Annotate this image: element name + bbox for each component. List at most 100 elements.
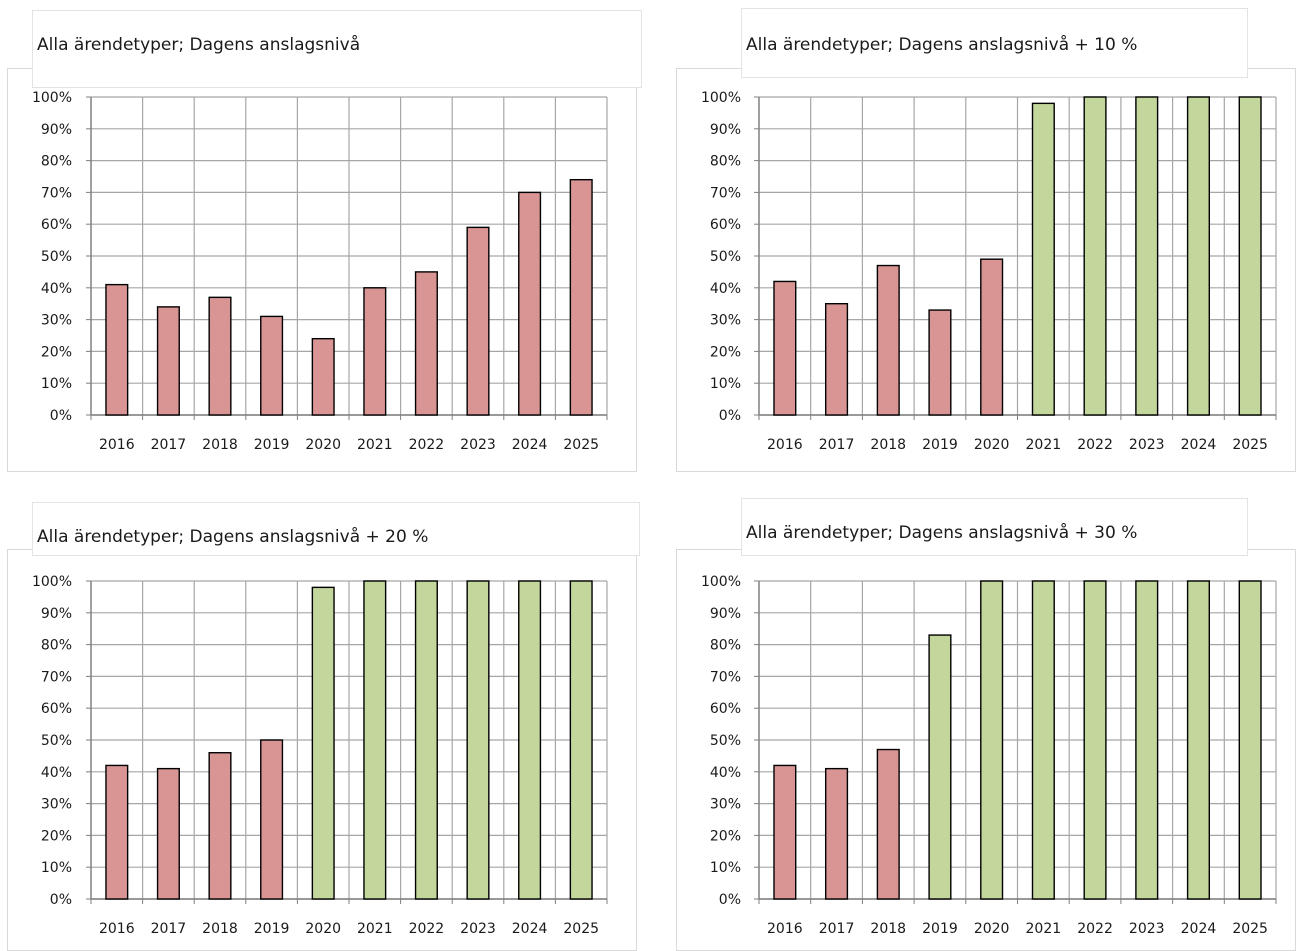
chart-title-box-3: Alla ärendetyper; Dagens anslagsnivå + 2… — [32, 502, 640, 556]
bar-2016 — [773, 280, 797, 416]
x-tick-label: 2016 — [99, 921, 135, 937]
y-tick-label: 100% — [32, 574, 72, 590]
y-tick-label: 70% — [41, 669, 72, 685]
x-tick-label: 2018 — [202, 437, 238, 453]
bar-2018 — [208, 752, 232, 900]
bar-2021 — [363, 580, 387, 900]
bar-2023 — [1135, 96, 1159, 416]
x-tick-label: 2021 — [357, 437, 393, 453]
bar-2017 — [156, 767, 180, 900]
y-tick-label: 80% — [41, 638, 72, 654]
chart-title-1: Alla ärendetyper; Dagens anslagsnivå — [37, 35, 361, 55]
x-tick-label: 2018 — [870, 921, 906, 937]
x-tick-label: 2025 — [1232, 921, 1268, 937]
bar-2025 — [569, 178, 593, 416]
x-tick-label: 2024 — [1181, 437, 1217, 453]
x-tick-label: 2020 — [974, 921, 1010, 937]
bar-2025 — [569, 580, 593, 900]
x-tick-label: 2022 — [409, 437, 445, 453]
y-tick-label: 70% — [710, 185, 741, 201]
x-tick-label: 2017 — [819, 921, 855, 937]
x-tick-label: 2021 — [1026, 437, 1062, 453]
bar-2024 — [1186, 96, 1211, 416]
y-tick-label: 60% — [41, 701, 72, 717]
x-tick-label: 2018 — [870, 437, 906, 453]
x-tick-label: 2022 — [409, 921, 445, 937]
bar-2022 — [414, 271, 438, 416]
y-tick-label: 60% — [710, 701, 741, 717]
bar-2019 — [260, 315, 284, 416]
y-tick-label: 10% — [710, 860, 741, 876]
y-tick-label: 0% — [50, 892, 72, 908]
x-tick-label: 2019 — [922, 921, 958, 937]
x-tick-label: 2017 — [819, 437, 855, 453]
x-tick-label: 2023 — [460, 437, 496, 453]
x-tick-label: 2018 — [202, 921, 238, 937]
x-tick-label: 2016 — [767, 437, 803, 453]
bar-2021 — [1031, 580, 1055, 900]
x-tick-label: 2023 — [460, 921, 496, 937]
chart-title-box-4: Alla ärendetyper; Dagens anslagsnivå + 3… — [741, 498, 1248, 556]
x-tick-label: 2020 — [974, 437, 1010, 453]
bar-2023 — [1135, 580, 1159, 900]
x-tick-label: 2024 — [1181, 921, 1217, 937]
y-tick-label: 30% — [710, 797, 741, 813]
y-tick-label: 10% — [41, 376, 72, 392]
y-tick-label: 30% — [41, 797, 72, 813]
bar-2021 — [363, 287, 387, 416]
y-tick-label: 90% — [710, 122, 741, 138]
bar-2020 — [980, 580, 1004, 900]
bar-2023 — [466, 226, 490, 416]
bar-2020 — [311, 586, 335, 900]
y-tick-label: 0% — [50, 408, 72, 424]
x-tick-label: 2020 — [305, 437, 341, 453]
y-tick-label: 100% — [701, 90, 741, 106]
y-tick-label: 20% — [710, 344, 741, 360]
y-tick-label: 70% — [41, 185, 72, 201]
y-tick-label: 100% — [701, 574, 741, 590]
bar-2016 — [105, 283, 129, 416]
y-tick-label: 90% — [41, 122, 72, 138]
y-tick-label: 80% — [41, 154, 72, 170]
x-tick-label: 2019 — [254, 437, 290, 453]
bar-2022 — [414, 580, 438, 900]
y-tick-label: 70% — [710, 669, 741, 685]
x-tick-label: 2022 — [1077, 437, 1113, 453]
y-tick-label: 40% — [710, 765, 741, 781]
y-tick-label: 0% — [719, 892, 741, 908]
y-tick-label: 20% — [41, 344, 72, 360]
bar-2016 — [105, 764, 129, 900]
y-tick-label: 30% — [710, 313, 741, 329]
y-tick-label: 30% — [41, 313, 72, 329]
bar-2024 — [518, 580, 542, 900]
bar-2017 — [156, 306, 180, 416]
y-tick-label: 10% — [710, 376, 741, 392]
y-tick-label: 0% — [719, 408, 741, 424]
x-tick-label: 2025 — [563, 921, 599, 937]
bar-2017 — [824, 767, 849, 900]
bar-2024 — [518, 191, 542, 416]
x-tick-label: 2023 — [1129, 437, 1165, 453]
bar-2022 — [1083, 96, 1107, 416]
y-tick-label: 80% — [710, 154, 741, 170]
y-tick-label: 50% — [41, 733, 72, 749]
x-tick-label: 2021 — [357, 921, 393, 937]
x-tick-label: 2024 — [512, 921, 548, 937]
bar-2022 — [1083, 580, 1107, 900]
x-tick-label: 2016 — [99, 437, 135, 453]
y-tick-label: 50% — [710, 249, 741, 265]
x-tick-label: 2020 — [305, 921, 341, 937]
bar-2018 — [876, 264, 900, 416]
y-tick-label: 100% — [32, 90, 72, 106]
x-tick-label: 2017 — [151, 437, 187, 453]
x-tick-label: 2019 — [254, 921, 290, 937]
x-tick-label: 2021 — [1026, 921, 1062, 937]
chart-title-3: Alla ärendetyper; Dagens anslagsnivå + 2… — [37, 527, 429, 547]
chart-title-box-1: Alla ärendetyper; Dagens anslagsnivå — [32, 10, 642, 88]
y-tick-label: 80% — [710, 638, 741, 654]
x-tick-label: 2023 — [1129, 921, 1165, 937]
y-tick-label: 20% — [41, 828, 72, 844]
bar-2025 — [1238, 580, 1262, 900]
